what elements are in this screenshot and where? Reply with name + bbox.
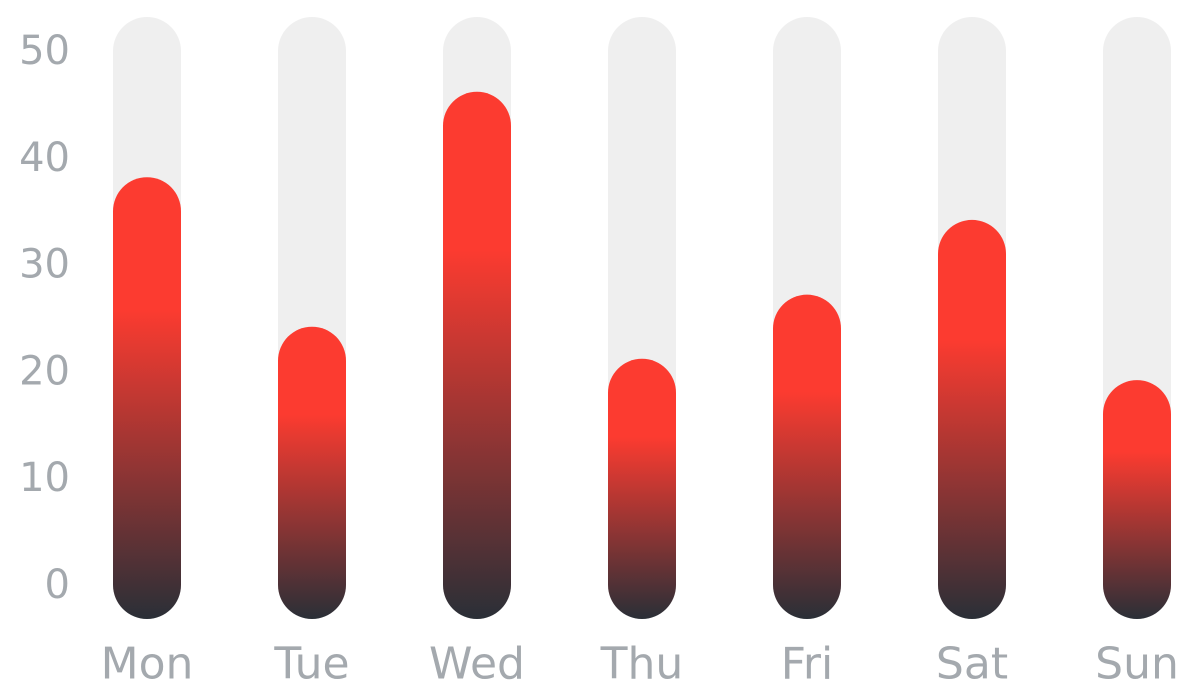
x-tick-label-sat: Sat bbox=[936, 639, 1008, 690]
y-tick-label: 0 bbox=[45, 562, 70, 608]
y-tick-label: 30 bbox=[19, 242, 70, 288]
x-axis: Mon Tue Wed Thu Fri Sat Sun bbox=[101, 639, 1179, 690]
bar-thu bbox=[608, 358, 676, 619]
y-tick-label: 20 bbox=[19, 348, 70, 394]
y-tick-label: 10 bbox=[19, 455, 70, 501]
bar-tue bbox=[278, 326, 346, 619]
x-tick-label-mon: Mon bbox=[101, 639, 194, 690]
bar-sat bbox=[938, 219, 1006, 620]
bars bbox=[113, 91, 1171, 620]
bar-fri bbox=[773, 294, 841, 619]
y-tick-label: 50 bbox=[19, 28, 70, 74]
y-axis: 0 10 20 30 40 50 bbox=[19, 28, 70, 608]
x-tick-label-sun: Sun bbox=[1095, 639, 1179, 690]
bar-mon bbox=[113, 177, 181, 619]
bar-wed bbox=[443, 91, 511, 619]
bar-sun bbox=[1103, 380, 1171, 619]
x-tick-label-tue: Tue bbox=[273, 639, 349, 690]
x-tick-label-thu: Thu bbox=[600, 639, 684, 690]
y-tick-label: 40 bbox=[19, 135, 70, 181]
x-tick-label-fri: Fri bbox=[781, 639, 833, 690]
x-tick-label-wed: Wed bbox=[429, 639, 525, 690]
